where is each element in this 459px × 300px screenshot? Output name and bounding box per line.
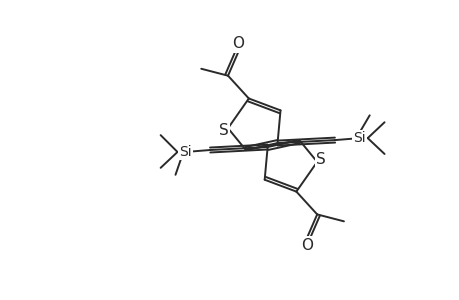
Text: O: O <box>301 238 313 253</box>
Text: S: S <box>218 123 229 138</box>
Text: Si: Si <box>179 145 191 159</box>
Text: O: O <box>231 37 243 52</box>
Text: Si: Si <box>353 131 365 145</box>
Text: S: S <box>316 152 325 167</box>
